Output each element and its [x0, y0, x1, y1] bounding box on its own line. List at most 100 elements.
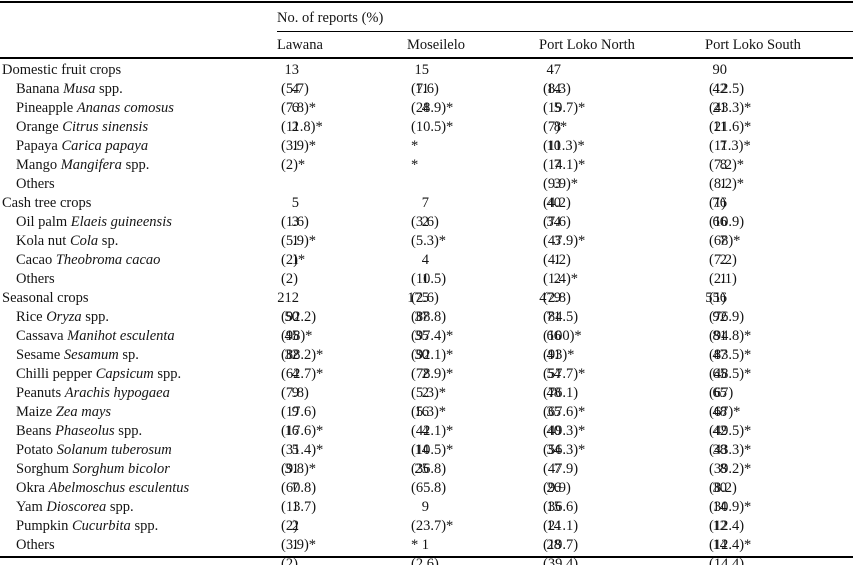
table-body: Domestic fruit crops 13 (5.7) 15 (7.6) 47 (8.3… — [0, 61, 853, 565]
cell-count: 71 — [546, 309, 562, 325]
row-label-species-italic: Musa — [63, 81, 96, 97]
row-label-text: spp. — [81, 309, 110, 325]
cell-percent: (3.9)* — [281, 537, 317, 553]
cell-value: 5 (1.6) — [270, 194, 400, 232]
cell-count: 7 — [291, 480, 299, 496]
cell-percent: (8.3) — [543, 81, 571, 97]
cell-value: 1 (2) — [270, 251, 400, 289]
row-label: Mango Mangifera spp. — [0, 156, 270, 194]
cell-percent: (12.4)* — [709, 537, 752, 553]
cell-value: 34 (47.9) — [532, 441, 698, 479]
cell-percent: (98)* — [281, 328, 313, 344]
table-top-rule — [0, 1, 853, 3]
cell-percent: (9.9)* — [543, 176, 579, 192]
cell-count: 13 — [284, 62, 300, 78]
cell-value: 41 (57.7)* — [532, 346, 698, 384]
cell-value: 556 (76.9) — [698, 289, 853, 327]
cell-count: 9 — [291, 385, 299, 401]
cell-value: 14 (12.4) — [698, 498, 853, 536]
cell-value: 1 (1) — [698, 175, 853, 213]
cell-count: 50 — [284, 309, 300, 325]
cell-value: 8 (8.2)* — [698, 156, 853, 194]
cell-value: * — [400, 137, 532, 175]
cell-percent: (92.2) — [281, 309, 317, 325]
cell-percent: (3.9)* — [281, 138, 317, 154]
row-label-species-italic: Zea mays — [55, 404, 112, 420]
cell-percent: (97.4)* — [411, 328, 454, 344]
cell-value: 4 (7.8)* — [270, 80, 400, 118]
cell-percent: (11.8)* — [281, 119, 323, 135]
cell-count: 2 — [421, 385, 429, 401]
cell-value: 38 (39.2)* — [698, 441, 853, 479]
row-label: Others — [0, 270, 270, 308]
row-label-text: Okra — [16, 480, 49, 496]
cell-count: 3 — [553, 233, 561, 249]
row-label-text: sp. — [118, 347, 139, 363]
row-label-text: Banana — [16, 81, 64, 97]
cell-value: 90 (12.5) — [698, 61, 853, 99]
cell-percent: (57.7)* — [543, 366, 586, 382]
table-row: Maize Zea mays 9 (17.6)* 16 (42.1)* 35 (49.3)*… — [0, 403, 853, 439]
cell-count: 4 — [291, 81, 299, 97]
cell-value: 1 (2.6) — [400, 536, 532, 565]
cell-value: 65 (67)* — [698, 384, 853, 422]
row-label-species-italic: Oryza — [46, 309, 82, 325]
cell-count: 2 — [291, 119, 299, 135]
cell-percent: (62.7)* — [281, 366, 324, 382]
cell-percent: (19.7) — [543, 537, 579, 553]
cell-percent: (94.8)* — [709, 328, 752, 344]
table-row: Seasonal crops 212 (92.2) 175 (88.8) 479 (84.5… — [0, 289, 853, 325]
cell-percent: (2.6) — [411, 290, 439, 306]
cell-count: 14 — [712, 537, 728, 553]
table-row: Sorghum Sorghum bicolor 31 (60.8) 25 (65.8) 7… — [0, 460, 853, 496]
table-row: Domestic fruit crops 13 (5.7) 15 (7.6) 47 (8.3… — [0, 61, 853, 97]
cell-percent: (2.6) — [411, 556, 439, 565]
cell-count: 7 — [553, 461, 561, 477]
cell-count: 92 — [712, 309, 728, 325]
cell-value: 65 (67) — [698, 365, 853, 403]
cell-count: 9 — [291, 404, 299, 420]
cell-value: 15 (7.6) — [400, 61, 532, 99]
table-row: Banana Musa spp. 4 (7.8)* 11 (28.9)* 14 (19.7)… — [0, 80, 853, 116]
row-label-species-italic: Citrus sinensis — [62, 119, 149, 135]
cell-value: 7 (7.2) — [698, 232, 853, 270]
cell-count: 81 — [712, 328, 728, 344]
cell-percent: (1) — [709, 290, 726, 306]
cell-count: 7 — [719, 138, 727, 154]
cell-count: 34 — [546, 214, 562, 230]
row-label-species-italic: Solanum tuberosum — [56, 442, 172, 458]
cell-count: 6 — [291, 100, 299, 116]
cell-value: 11 (11.3)* — [698, 118, 853, 156]
cell-count: 212 — [277, 290, 299, 306]
cell-count: 1 — [553, 252, 561, 268]
cell-value: 42 (43.3)* — [698, 80, 853, 118]
row-label-text: Chilli pepper — [16, 366, 96, 382]
row-label-text: spp. — [153, 366, 182, 382]
row-label-text: Seasonal crops — [2, 290, 89, 306]
cell-value: 92 (94.8)* — [698, 308, 853, 346]
table-row: Okra Abelmoschus esculentus 7 (13.7) 26 (36.… — [0, 479, 853, 515]
cell-count: 45 — [284, 328, 300, 344]
cell-percent: (7.8) — [281, 385, 309, 401]
cell-value: 9 (17.6)* — [270, 403, 400, 441]
cell-percent: (9.9) — [543, 480, 571, 496]
row-label: Cassava Manihot esculenta — [0, 327, 270, 365]
table-row: Sesame Sesamum sp. 32 (62.7)* 30 (78.9)* 41 (5… — [0, 346, 853, 382]
table-row: Others 1 (2.6) 2 (2.8) 1 (1) — [0, 270, 853, 306]
row-label-text: spp. — [114, 423, 143, 439]
cell-count: 2 — [421, 214, 429, 230]
cell-percent: (49.5)* — [709, 423, 752, 439]
row-label: Rice Oryza spp. — [0, 308, 270, 346]
row-label-text: Maize — [16, 404, 56, 420]
cell-percent: (76.9) — [709, 309, 745, 325]
column-header-row: Lawana Moseilelo Port Loko North Port Loko … — [0, 34, 853, 57]
cell-percent: (13.7) — [281, 499, 317, 515]
cell-percent: (12.4) — [709, 518, 745, 534]
table-row: Others 1 (2) 1 (2.6) 28 (39.4) 14 (14.4) — [0, 536, 853, 565]
cell-value: 479 (84.5) — [532, 289, 698, 327]
table-row: Chilli pepper Capsicum spp. 4 (7.8) 2 (5.3)*… — [0, 365, 853, 401]
row-label-header-spacer — [0, 34, 270, 57]
cell-value: 2 (5.3)* — [400, 365, 532, 403]
cell-percent: (5.9)* — [281, 233, 317, 249]
row-label-text: Mango — [16, 157, 61, 173]
